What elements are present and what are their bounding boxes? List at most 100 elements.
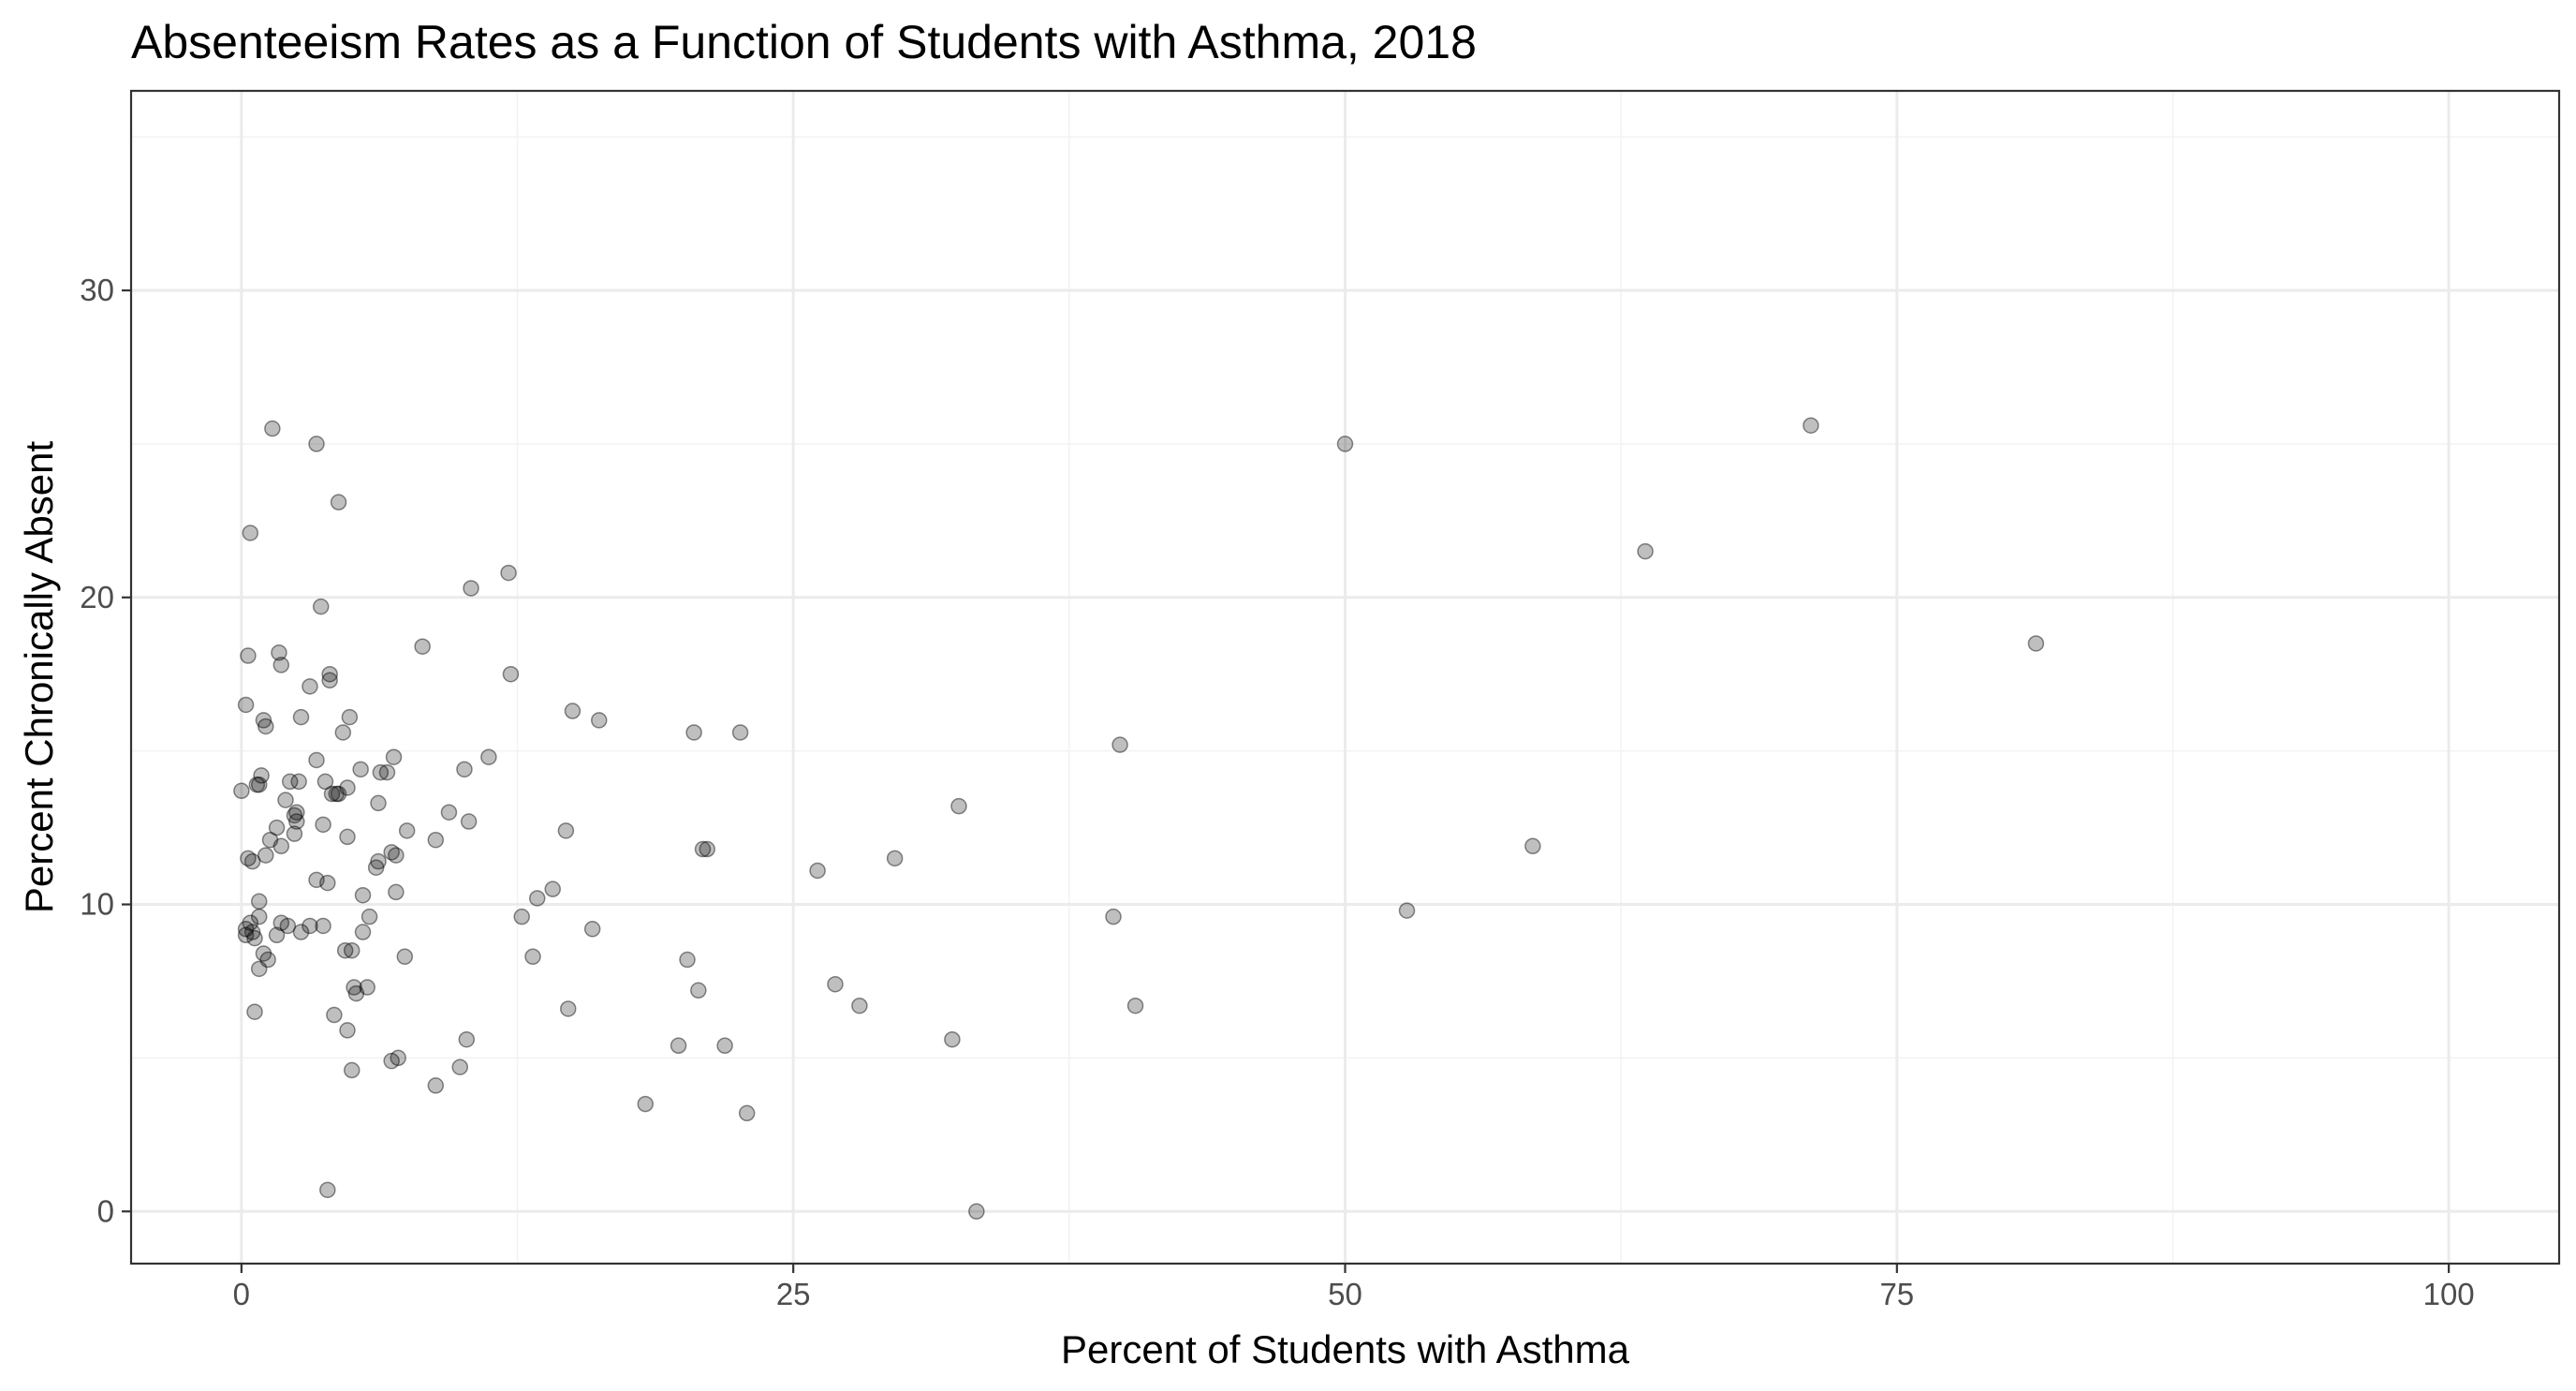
data-point (679, 951, 696, 969)
data-point (500, 564, 517, 582)
data-point (851, 997, 868, 1014)
data-point (339, 828, 356, 846)
data-point (944, 1030, 961, 1048)
x-tick-label: 25 (776, 1277, 811, 1311)
data-point (383, 844, 400, 861)
data-point (390, 1049, 406, 1067)
data-point (414, 638, 431, 655)
data-point (271, 644, 287, 661)
data-point (383, 1052, 400, 1070)
data-point (827, 975, 844, 993)
data-point (564, 703, 581, 719)
data-point (370, 852, 387, 870)
data-point (590, 712, 608, 729)
data-point (2027, 635, 2045, 652)
data-point (255, 945, 272, 962)
data-point (528, 890, 546, 907)
data-point (302, 678, 318, 695)
data-point (427, 831, 445, 849)
data-point (1524, 837, 1541, 855)
data-point (352, 761, 369, 778)
data-point (361, 908, 378, 925)
data-points (233, 417, 2045, 1221)
data-point (243, 852, 261, 870)
data-point (809, 862, 826, 880)
data-point (502, 665, 520, 683)
data-point (359, 979, 375, 996)
data-point (237, 921, 255, 938)
data-point (427, 1077, 445, 1094)
data-point (685, 724, 702, 741)
data-point (308, 436, 325, 452)
data-point (690, 982, 707, 999)
data-point (968, 1203, 985, 1221)
data-point (246, 929, 263, 947)
data-point (460, 813, 478, 830)
data-point (286, 806, 303, 824)
data-point (240, 647, 257, 664)
data-point (1336, 436, 1354, 452)
data-point (670, 1037, 687, 1055)
data-point (323, 785, 341, 803)
data-point (456, 761, 473, 778)
data-point (559, 1000, 577, 1017)
data-point (246, 1003, 263, 1020)
data-point (343, 1061, 361, 1079)
data-point (292, 708, 310, 726)
data-point (480, 748, 497, 765)
data-point (347, 984, 365, 1002)
data-point (396, 948, 414, 966)
data-point (277, 792, 294, 808)
data-point (354, 924, 372, 940)
data-point (637, 1095, 654, 1113)
data-point (233, 782, 250, 800)
data-point (328, 785, 345, 803)
chart-title: Absenteeism Rates as a Function of Stude… (131, 16, 1477, 68)
data-point (694, 840, 712, 858)
data-point (557, 822, 575, 839)
x-tick-label: 50 (1328, 1277, 1362, 1311)
data-point (440, 804, 458, 821)
data-point (699, 840, 715, 858)
data-point (339, 779, 356, 796)
data-point (240, 850, 257, 867)
data-point (343, 941, 361, 959)
data-point (258, 847, 274, 864)
data-point (346, 979, 362, 996)
data-point (1803, 417, 1819, 434)
data-point (248, 776, 266, 793)
data-point (237, 926, 255, 944)
x-tick-label: 0 (233, 1277, 250, 1311)
data-point (716, 1037, 733, 1055)
y-axis-title: Percent Chronically Absent (17, 441, 61, 914)
data-point (451, 1058, 468, 1075)
data-point (524, 948, 541, 966)
data-point (1111, 736, 1128, 753)
data-point (288, 804, 305, 821)
data-point (341, 708, 359, 726)
data-point (326, 1006, 343, 1024)
data-point (1126, 997, 1144, 1014)
y-tick-label: 10 (80, 887, 114, 922)
data-point (255, 712, 272, 729)
data-point (398, 822, 416, 839)
data-point (458, 1030, 476, 1048)
data-point (261, 831, 279, 849)
axis-ticks: 0 25 50 75 100 0 10 20 30 (80, 273, 2474, 1311)
y-tick-label: 0 (97, 1193, 114, 1228)
data-point (339, 1022, 356, 1039)
data-point (334, 724, 352, 741)
data-point (388, 883, 405, 901)
data-point (513, 908, 530, 925)
data-point (308, 871, 325, 889)
data-point (370, 794, 387, 812)
data-point (259, 951, 276, 969)
data-point (738, 1104, 756, 1122)
x-axis-title: Percent of Students with Asthma (1061, 1327, 1630, 1371)
data-point (378, 763, 396, 781)
data-point (281, 773, 299, 791)
data-point (290, 773, 307, 791)
data-point (272, 914, 290, 931)
data-point (288, 813, 305, 830)
data-point (242, 525, 259, 541)
